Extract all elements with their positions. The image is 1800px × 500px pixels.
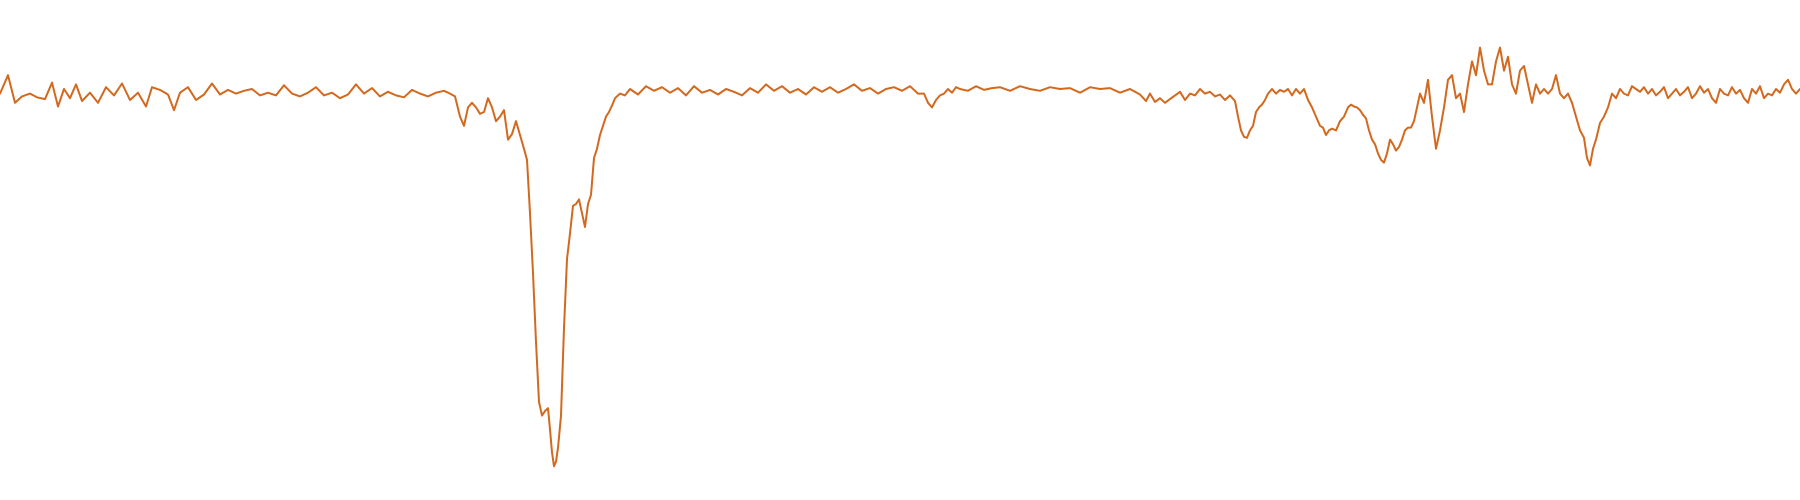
series-line — [0, 46, 1800, 468]
